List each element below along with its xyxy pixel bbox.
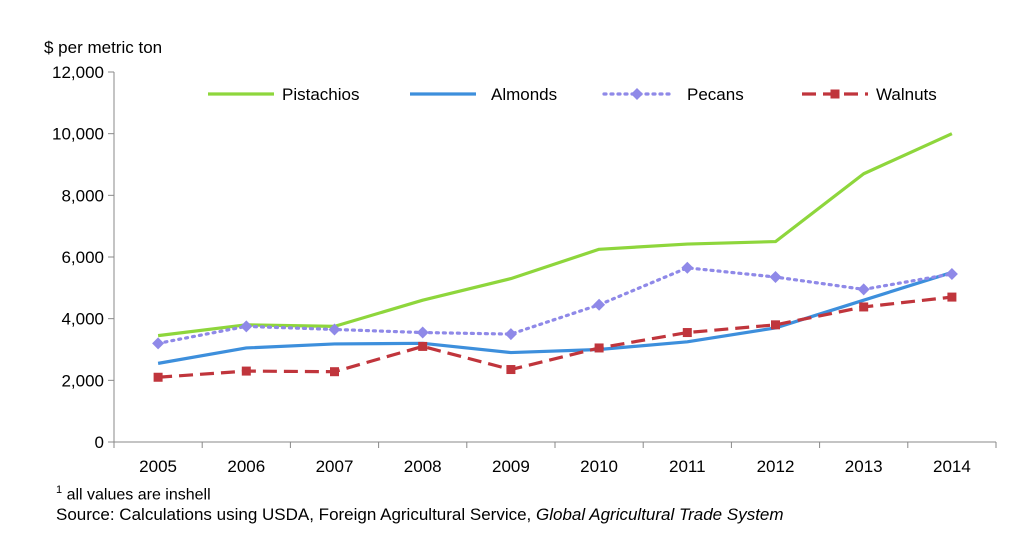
data-point-walnuts [330,367,339,377]
data-point-walnuts [682,328,692,338]
legend-item-pecans: Pecans [602,85,744,104]
y-tick-label: 12,000 [52,63,104,82]
legend-marker-walnuts [830,89,840,99]
y-tick-label: 4,000 [61,310,104,329]
source-prefix: Source: Calculations using USDA, Foreign… [56,505,536,524]
data-point-pecans [504,328,517,341]
legend-item-walnuts: Walnuts [802,85,937,104]
series-line-pistachios [157,132,953,338]
footnote-text: all values are inshell [62,486,211,504]
legend-label-almonds: Almonds [491,85,557,104]
data-point-pecans [857,283,870,296]
source-note: Source: Calculations using USDA, Foreign… [56,505,784,525]
footnote: 1 all values are inshell [56,484,211,504]
data-point-pecans [681,261,694,274]
legend-item-almonds: Almonds [410,85,557,104]
legend-label-pistachios: Pistachios [282,85,359,104]
series-almonds [157,270,953,365]
x-tick-label: 2013 [845,457,883,476]
y-tick-label: 6,000 [61,248,104,267]
x-tick-label: 2008 [404,457,442,476]
data-point-walnuts [771,320,780,330]
x-tick-label: 2010 [580,457,618,476]
series-pistachios [157,132,953,338]
series-line-almonds [157,270,953,365]
data-point-pecans [240,320,253,333]
data-point-walnuts [418,341,428,351]
source-italic: Global Agricultural Trade System [536,505,784,524]
series-walnuts [153,292,957,382]
legend-label-walnuts: Walnuts [876,85,937,104]
x-tick-label: 2006 [227,457,265,476]
y-axis-label: $ per metric ton [44,38,163,57]
x-tick-label: 2009 [492,457,530,476]
series-group [152,132,958,382]
legend-item-pistachios: Pistachios [208,85,359,104]
data-point-pecans [945,267,958,280]
data-point-walnuts [859,302,869,312]
legend: Pistachios Almonds Pecans Walnuts [208,85,937,104]
data-point-walnuts [153,372,163,382]
data-point-pecans [328,323,341,336]
y-tick-label: 10,000 [52,125,104,144]
data-point-walnuts [241,366,251,376]
legend-marker-pecans [631,88,643,100]
series-pecans [152,261,958,350]
data-point-pecans [769,271,782,284]
data-point-pecans [152,337,165,350]
x-tick-label: 2005 [139,457,177,476]
data-point-pecans [593,298,606,311]
data-point-pecans [416,326,429,339]
y-tick-label: 2,000 [61,371,104,390]
series-line-pecans [156,266,954,345]
x-tick-label: 2011 [669,457,706,476]
x-tick-label: 2014 [933,457,971,476]
data-point-walnuts [947,292,957,302]
x-tick-label: 2012 [757,457,795,476]
axes: 0 2,000 4,000 6,000 8,000 10,000 12,000 2005 200… [52,63,997,476]
y-tick-label: 0 [95,433,104,452]
footnote-marker: 1 [56,484,63,496]
data-point-walnuts [594,343,604,353]
x-tick-label: 2007 [316,457,354,476]
data-point-walnuts [506,365,516,375]
legend-label-pecans: Pecans [687,85,744,104]
series-line-walnuts [157,295,953,379]
y-tick-label: 8,000 [61,186,104,205]
